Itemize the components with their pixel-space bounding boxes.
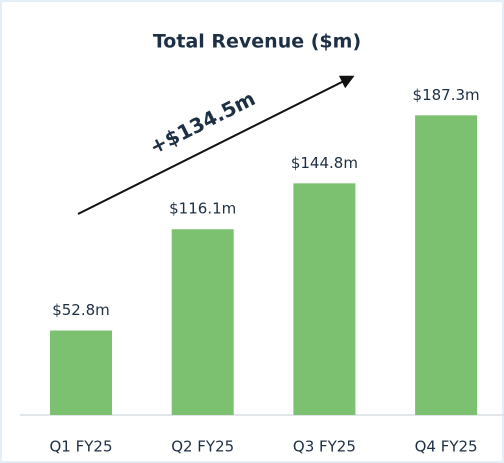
bar — [293, 183, 356, 415]
annotation: +$134.5m — [146, 86, 259, 159]
growth-arrow — [77, 75, 355, 215]
x-tick-label: Q3 FY25 — [293, 438, 356, 456]
value-label: $187.3m — [413, 86, 480, 104]
value-label: $52.8m — [52, 301, 110, 319]
value-label: $116.1m — [169, 200, 236, 218]
bar — [171, 229, 234, 415]
bar — [415, 115, 478, 415]
bar — [50, 330, 112, 415]
x-tick-label: Q4 FY25 — [415, 438, 478, 456]
x-tick-label: Q1 FY25 — [50, 438, 113, 456]
value-label: $144.8m — [291, 154, 358, 172]
x-tick-label: Q2 FY25 — [171, 438, 234, 456]
chart-title: Total Revenue ($m) — [153, 31, 361, 53]
